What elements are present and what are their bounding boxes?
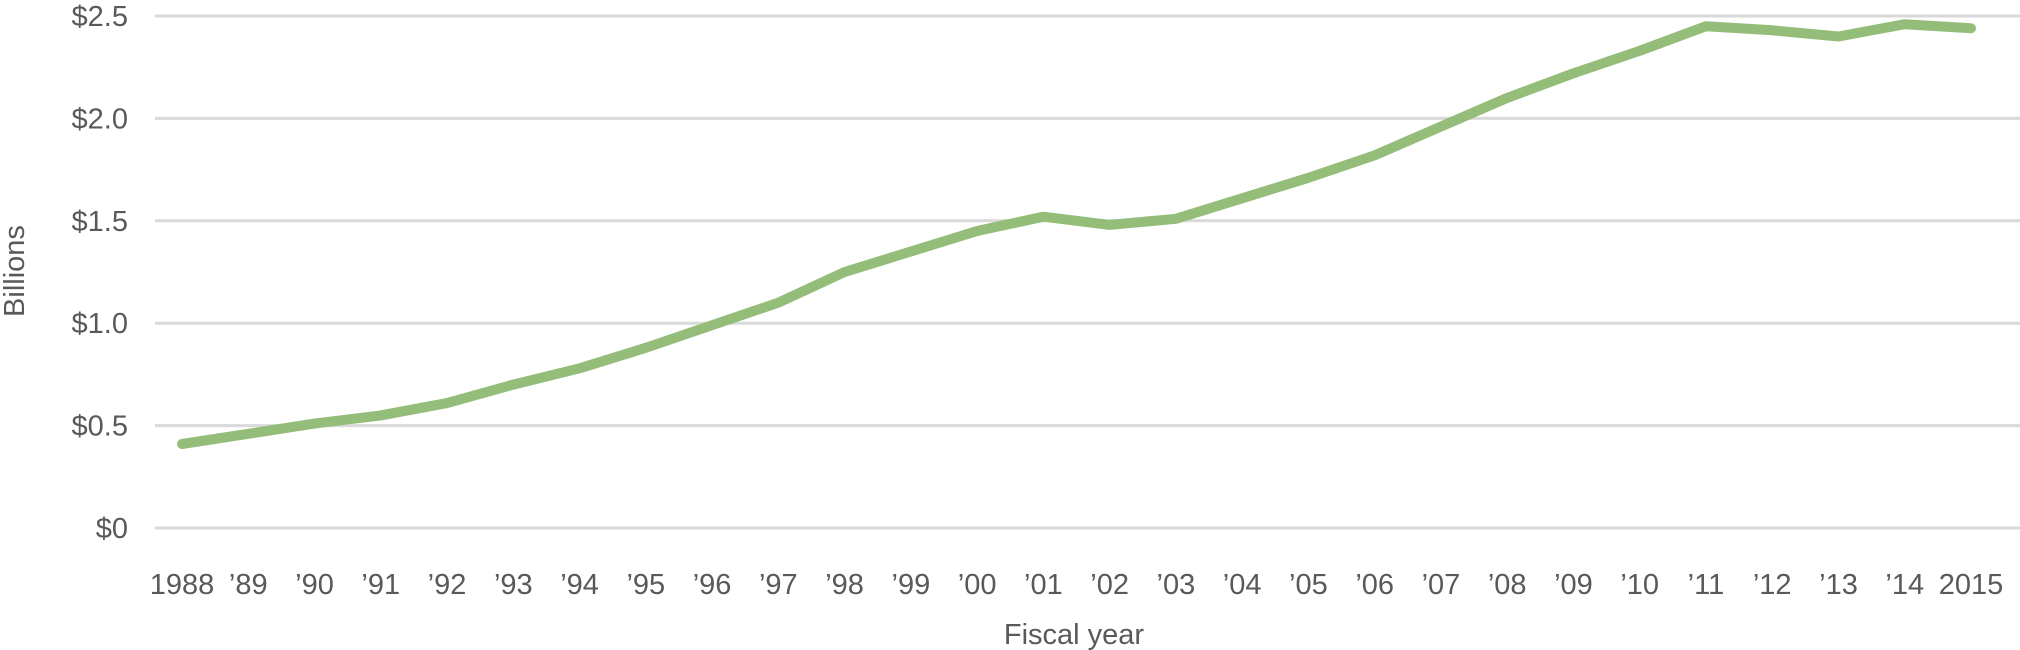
- x-tick-label: ’97: [759, 569, 798, 601]
- x-tick-label: ’99: [892, 569, 931, 601]
- x-tick-label: ’96: [693, 569, 732, 601]
- x-tick-label: ’07: [1422, 569, 1461, 601]
- x-axis-title: Fiscal year: [1004, 619, 1145, 650]
- x-tick-label: ’14: [1885, 569, 1924, 601]
- x-tick-label: ’06: [1355, 569, 1394, 601]
- x-tick-label: ’92: [428, 569, 467, 601]
- x-tick-label: ’09: [1554, 569, 1593, 601]
- gridlines: [155, 14, 2020, 530]
- x-tick-label: ’89: [229, 569, 268, 601]
- x-tick-label: ’11: [1688, 569, 1725, 601]
- series-layer: [177, 19, 1976, 449]
- x-axis-tick-labels: 1988 ’89 ’90 ’91 ’92 ’93 ’94 ’95 ’96 ’97 ’98 ’99 ’00…: [150, 569, 2004, 601]
- x-tick-label: 1988: [150, 569, 215, 601]
- x-tick-label: ’90: [295, 569, 334, 601]
- y-tick-label: $2.5: [72, 1, 128, 33]
- x-tick-label: ’10: [1620, 569, 1659, 601]
- x-tick-label: 2015: [1939, 569, 2004, 601]
- y-axis-tick-labels: $0 $0.5 $1.0 $1.5 $2.0 $2.5: [72, 1, 128, 545]
- x-tick-label: ’91: [361, 569, 400, 601]
- x-tick-label: ’93: [494, 569, 533, 601]
- x-tick-label: ’03: [1157, 569, 1196, 601]
- series-line: [177, 19, 1976, 449]
- x-tick-label: ’05: [1289, 569, 1328, 601]
- y-tick-label: $0: [96, 513, 128, 545]
- y-tick-label: $1.5: [72, 206, 128, 238]
- y-tick-label: $0.5: [72, 411, 128, 443]
- x-tick-label: ’13: [1819, 569, 1858, 601]
- y-tick-label: $1.0: [72, 308, 128, 340]
- x-tick-label: ’04: [1223, 569, 1262, 601]
- x-tick-label: ’08: [1488, 569, 1527, 601]
- x-tick-label: ’01: [1024, 569, 1063, 601]
- y-tick-label: $2.0: [72, 103, 128, 135]
- x-tick-label: ’98: [825, 569, 864, 601]
- x-tick-label: ’94: [560, 569, 599, 601]
- x-tick-label: ’02: [1090, 569, 1129, 601]
- x-tick-label: ’95: [626, 569, 665, 601]
- y-axis-title: Billions: [0, 225, 31, 317]
- x-tick-label: ’12: [1753, 569, 1792, 601]
- x-tick-label: ’00: [958, 569, 997, 601]
